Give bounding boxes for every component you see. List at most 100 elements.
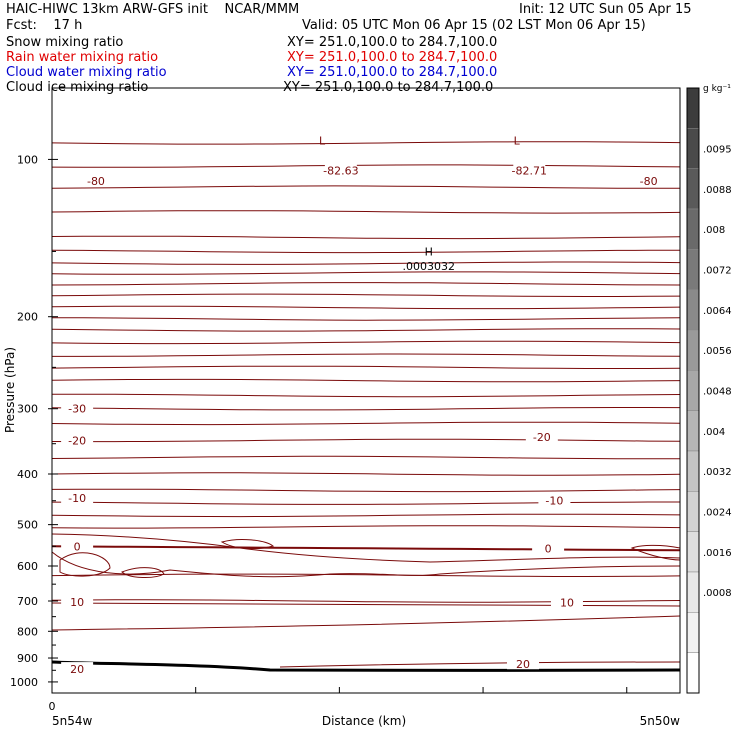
contour-label-bg: [61, 662, 94, 675]
contour-label: 20: [516, 658, 530, 671]
isotherm-line: [51, 328, 681, 332]
extrema-labels: L L H .0003032: [319, 134, 521, 273]
contour-lines: [51, 141, 681, 672]
colorbar-tick-label: .008: [703, 225, 725, 236]
colorbar-swatch: [686, 168, 700, 210]
isotherm-line: [51, 488, 681, 493]
colorbar-tick-label: .0095: [703, 145, 732, 156]
isotherm-line: [51, 573, 681, 577]
x-right-label: 5n50w: [640, 714, 681, 728]
isotherm-closed: [220, 538, 275, 550]
colorbar-tick-label: .0008: [703, 588, 732, 599]
isotherm-line: [51, 293, 681, 297]
contour-label: -82.63: [323, 164, 358, 177]
contour-label-bg: [61, 594, 94, 607]
plot-frame: [51, 87, 681, 694]
init-time: Init: 12 UTC Sun 05 Apr 15: [519, 2, 692, 17]
colorbar-swatch: [686, 531, 700, 573]
colorbar-tick-label: .0016: [703, 548, 732, 559]
isotherm-line: [51, 551, 681, 578]
contour-label: -20: [68, 434, 86, 447]
isotherm-line: [51, 164, 681, 168]
colorbar-swatch: [686, 208, 700, 250]
contour-label: -10: [68, 492, 86, 505]
isotherm-line: [51, 513, 681, 518]
colorbar-swatch: [686, 370, 700, 411]
colorbar-swatch: [686, 128, 700, 169]
field-cloudwater-name: Cloud water mixing ratio: [6, 65, 167, 80]
y-tick-label: 900: [17, 652, 38, 665]
isotherm-line: [51, 235, 681, 240]
isotherm-line: [51, 210, 681, 214]
isotherm-line: [52, 393, 681, 398]
chart-title: HAIC-HIWC 13km ARW-GFS init NCAR/MMM: [6, 2, 300, 17]
contour-label-bg: [79, 174, 112, 187]
contour-label: 0: [545, 542, 552, 555]
isotherm-line: [51, 271, 681, 275]
isotherm-line: [51, 501, 680, 505]
colorbar-swatch: [686, 571, 700, 613]
field-rain-name: Rain water mixing ratio: [6, 50, 159, 65]
isotherm-line: [51, 602, 681, 607]
x-axis-label: Distance (km): [322, 714, 406, 728]
extremum-label: .0003032: [403, 260, 456, 273]
isotherm-line: [630, 544, 681, 561]
contour-label-bg: [61, 539, 94, 552]
contour-label-bg: [532, 541, 565, 554]
colorbar: .0095 .0088 .008 .0072 .0064 .0056 .0048 .004 .0…: [686, 84, 732, 694]
colorbar-tick-label: .0032: [703, 467, 732, 478]
colorbar-tick-label: .0048: [703, 387, 732, 398]
contour-label: -82.71: [512, 164, 547, 177]
contour-label-bg: [513, 163, 546, 176]
field-rain-xy: XY= 251.0,100.0 to 284.7,100.0: [287, 50, 498, 65]
colorbar-tick-label: .004: [703, 427, 725, 438]
contour-label: 0: [74, 540, 81, 553]
contour-label: 10: [560, 597, 574, 610]
field-snow-xy: XY= 251.0,100.0 to 284.7,100.0: [287, 35, 498, 50]
pressure-axis: 100 200 300 400 500 600 700 800 900 1000: [10, 153, 58, 694]
valid-time: Valid: 05 UTC Mon 06 Apr 15 (02 LST Mon …: [302, 18, 646, 33]
colorbar-tick-label: .0056: [703, 346, 732, 357]
distance-axis: [51, 687, 628, 693]
colorbar-swatch: [686, 249, 700, 290]
isotherm-line: [51, 421, 681, 426]
isotherm-closed: [121, 567, 165, 578]
isotherm-line: [51, 599, 681, 603]
colorbar-swatch: [686, 87, 700, 129]
surface-line: [51, 660, 681, 672]
contour-label-bg: [61, 401, 94, 414]
colorbar-tick-label: .0064: [703, 306, 732, 317]
isotherm-line: [51, 261, 681, 265]
contour-label-bg: [525, 430, 558, 443]
y-tick-label: 500: [17, 519, 38, 532]
isotherm-line: [52, 353, 681, 357]
isotherm-line: [51, 282, 681, 286]
isotherm-line: [51, 305, 681, 310]
contour-label-bg: [324, 163, 357, 176]
forecast-hour: Fcst: 17 h: [6, 18, 83, 33]
extremum-label: L: [319, 134, 326, 147]
y-axis-label: Pressure (hPa): [3, 347, 17, 433]
isotherm-line: [51, 249, 681, 254]
extremum-label: H: [425, 245, 433, 258]
colorbar-swatch: [686, 652, 700, 694]
colorbar-swatch: [686, 491, 700, 532]
isotherm-line: [51, 378, 681, 383]
isotherm-line: [51, 525, 681, 529]
contour-label-bg: [61, 433, 94, 446]
colorbar-tick-label: .0024: [703, 508, 732, 519]
y-tick-label: 400: [17, 468, 38, 481]
isotherm-line: [51, 472, 681, 476]
colorbar-swatch: [686, 329, 700, 371]
contour-label-bg: [632, 174, 665, 187]
contour-label: -80: [87, 175, 105, 188]
contour-label: 10: [70, 596, 84, 609]
x-left-label: 5n54w: [52, 714, 93, 728]
isotherm-line: [51, 407, 681, 411]
isotherm-line: [52, 317, 681, 321]
isotherm-line: [51, 340, 681, 345]
colorbar-swatch: [686, 612, 700, 653]
contour-label-bg: [550, 595, 583, 608]
y-tick-label: 1000: [10, 676, 38, 689]
